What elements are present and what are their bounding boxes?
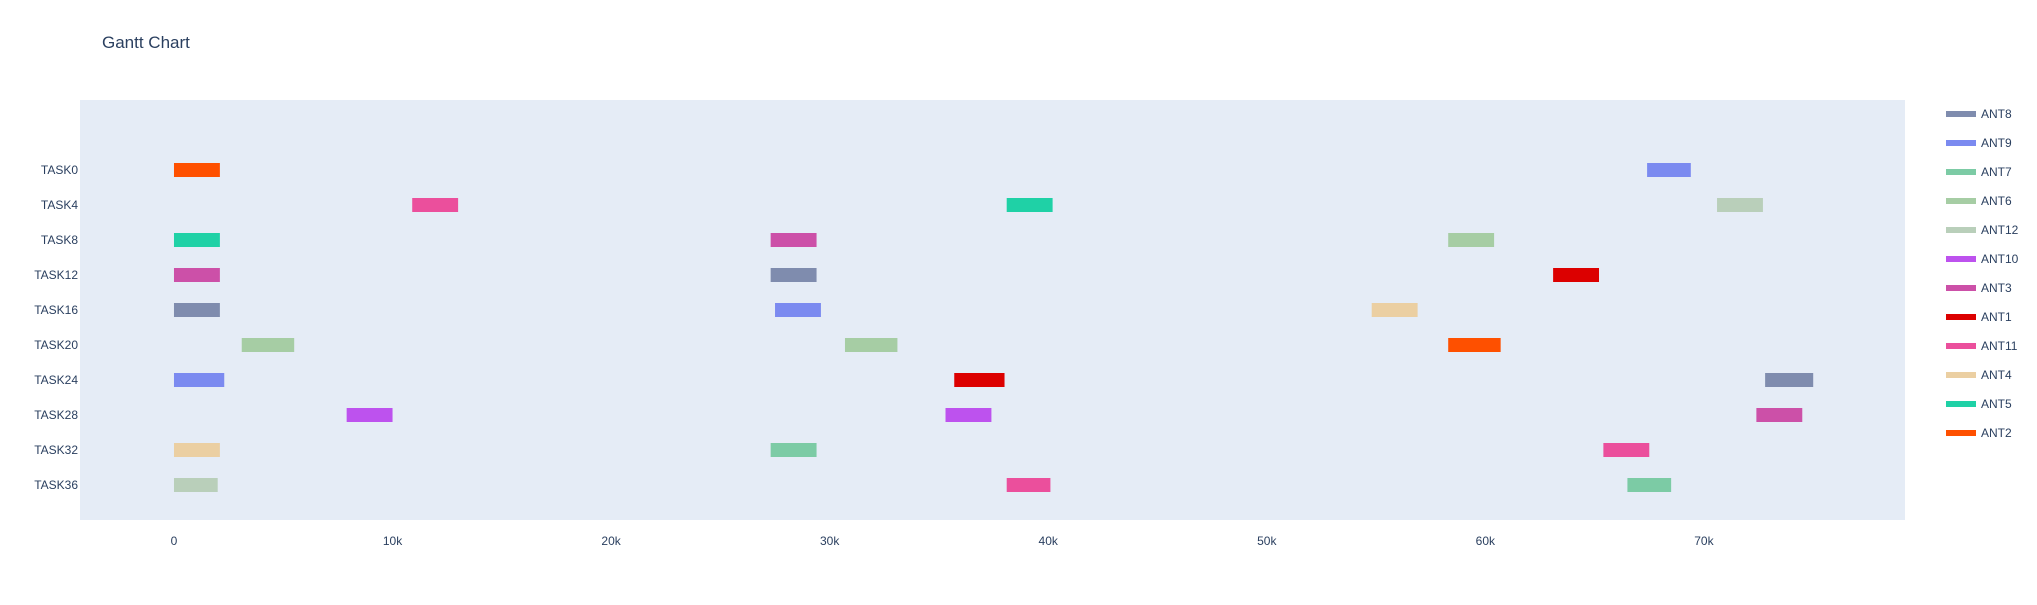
bar-ant1-task12 (1553, 268, 1600, 282)
x-tick-label-30k: 30k (820, 534, 840, 548)
y-axis: TASK0 TASK4 TASK8 TASK12 TASK16 TASK20 TASK24 T… (34, 163, 78, 492)
bars-layer (173, 163, 1814, 492)
legend-swatch-ant3 (1946, 285, 1976, 291)
bar-ant3-task8 (770, 233, 817, 247)
bar-ant12-task36 (173, 478, 218, 492)
y-tick-label-task16: TASK16 (34, 303, 78, 317)
bar-ant11-task36 (1006, 478, 1051, 492)
legend-swatch-ant6 (1946, 198, 1976, 204)
legend-label-ant10: ANT10 (1981, 252, 2019, 266)
y-tick-label-task24: TASK24 (34, 373, 78, 387)
legend-swatch-ant1 (1946, 314, 1976, 320)
plot-area (80, 100, 1905, 520)
legend-swatch-ant2 (1946, 430, 1976, 436)
bar-ant9-task16 (775, 303, 821, 317)
bar-ant2-task20 (1448, 338, 1501, 352)
bar-ant10-task28 (346, 408, 393, 422)
x-tick-label-40k: 40k (1039, 534, 1059, 548)
bar-ant3-task28 (1756, 408, 1803, 422)
legend-label-ant7: ANT7 (1981, 165, 2012, 179)
bar-ant10-task28 (945, 408, 992, 422)
y-tick-label-task12: TASK12 (34, 268, 78, 282)
legend-label-ant2: ANT2 (1981, 426, 2012, 440)
legend: ANT8 ANT9 ANT7 ANT6 ANT12 ANT10 ANT3 ANT1 ANT11 A… (1946, 107, 2019, 440)
legend-label-ant8: ANT8 (1981, 107, 2012, 121)
bar-ant5-task4 (1006, 198, 1053, 212)
bar-ant8-task12 (770, 268, 817, 282)
y-tick-label-task36: TASK36 (34, 478, 78, 492)
bar-ant2-task0 (173, 163, 220, 177)
x-tick-label-50k: 50k (1257, 534, 1277, 548)
legend-label-ant9: ANT9 (1981, 136, 2012, 150)
y-tick-label-task28: TASK28 (34, 408, 78, 422)
bar-ant11-task32 (1603, 443, 1650, 457)
y-tick-label-task4: TASK4 (41, 198, 78, 212)
bar-ant9-task0 (1647, 163, 1691, 177)
legend-label-ant5: ANT5 (1981, 397, 2012, 411)
legend-label-ant3: ANT3 (1981, 281, 2012, 295)
x-tick-label-10k: 10k (383, 534, 403, 548)
legend-swatch-ant9 (1946, 140, 1976, 146)
legend-label-ant11: ANT11 (1981, 339, 2018, 353)
bar-ant8-task24 (1765, 373, 1814, 387)
legend-label-ant6: ANT6 (1981, 194, 2012, 208)
x-tick-label-70k: 70k (1694, 534, 1714, 548)
legend-swatch-ant10 (1946, 256, 1976, 262)
legend-label-ant4: ANT4 (1981, 368, 2012, 382)
bar-ant1-task24 (954, 373, 1005, 387)
y-tick-label-task20: TASK20 (34, 338, 78, 352)
legend-swatch-ant4 (1946, 372, 1976, 378)
bar-ant8-task16 (173, 303, 220, 317)
bar-ant12-task4 (1717, 198, 1763, 212)
bar-ant5-task8 (173, 233, 220, 247)
bar-ant4-task16 (1371, 303, 1418, 317)
legend-swatch-ant5 (1946, 401, 1976, 407)
bar-ant9-task24 (173, 373, 225, 387)
legend-swatch-ant11 (1946, 343, 1976, 349)
legend-label-ant12: ANT12 (1981, 223, 2019, 237)
bar-ant6-task8 (1448, 233, 1495, 247)
x-axis: 0 10k 20k 30k 40k 50k 60k 70k (171, 534, 1715, 548)
bar-ant6-task20 (241, 338, 295, 352)
chart-title: Gantt Chart (102, 33, 190, 52)
y-tick-label-task0: TASK0 (41, 163, 78, 177)
legend-label-ant1: ANT1 (1981, 310, 2012, 324)
bar-ant6-task20 (844, 338, 898, 352)
bar-ant7-task36 (1627, 478, 1672, 492)
x-tick-label-0: 0 (171, 534, 178, 548)
bar-ant3-task12 (173, 268, 220, 282)
legend-swatch-ant7 (1946, 169, 1976, 175)
legend-swatch-ant12 (1946, 227, 1976, 233)
x-tick-label-60k: 60k (1476, 534, 1496, 548)
legend-swatch-ant8 (1946, 111, 1976, 117)
bar-ant7-task32 (770, 443, 817, 457)
y-tick-label-task32: TASK32 (34, 443, 78, 457)
bar-ant4-task32 (173, 443, 220, 457)
bar-ant11-task4 (412, 198, 459, 212)
x-tick-label-20k: 20k (601, 534, 621, 548)
y-tick-label-task8: TASK8 (41, 233, 78, 247)
